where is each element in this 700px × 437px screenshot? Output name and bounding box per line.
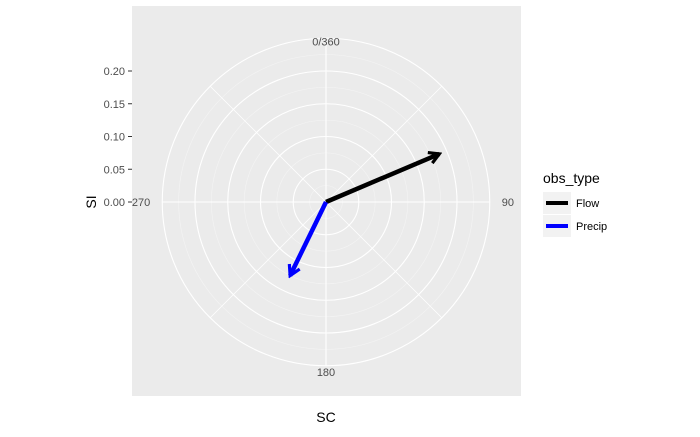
polar-grid — [161, 37, 491, 367]
legend: obs_type Flow Precip — [543, 170, 607, 237]
angle-tick-label: 180 — [317, 367, 335, 379]
grid-spoke — [209, 85, 327, 203]
radial-tick-label: 0.00 — [104, 197, 125, 209]
angle-tick-label: 90 — [502, 197, 514, 209]
legend-title: obs_type — [543, 170, 600, 186]
legend-label-flow: Flow — [576, 198, 599, 210]
axis-ticks: 0/360 90 180 270 0.00 0.05 0.10 0.15 0.20 — [104, 36, 514, 379]
radial-tick-label: 0.15 — [104, 99, 125, 111]
grid-spoke — [325, 201, 443, 319]
vector-series — [290, 154, 439, 276]
radial-tick-label: 0.05 — [104, 164, 125, 176]
y-axis-label: SI — [83, 195, 99, 208]
angle-tick-label: 0/360 — [312, 36, 340, 48]
radial-tick-label: 0.10 — [104, 132, 125, 144]
legend-label-precip: Precip — [576, 221, 607, 233]
grid-spoke — [325, 85, 443, 203]
vector-flow — [325, 154, 439, 205]
vector-precip — [290, 201, 329, 276]
grid-spoke — [209, 201, 327, 319]
radial-tick-label: 0.20 — [104, 66, 125, 78]
angle-tick-label: 270 — [132, 197, 150, 209]
x-axis-label: SC — [316, 409, 335, 425]
